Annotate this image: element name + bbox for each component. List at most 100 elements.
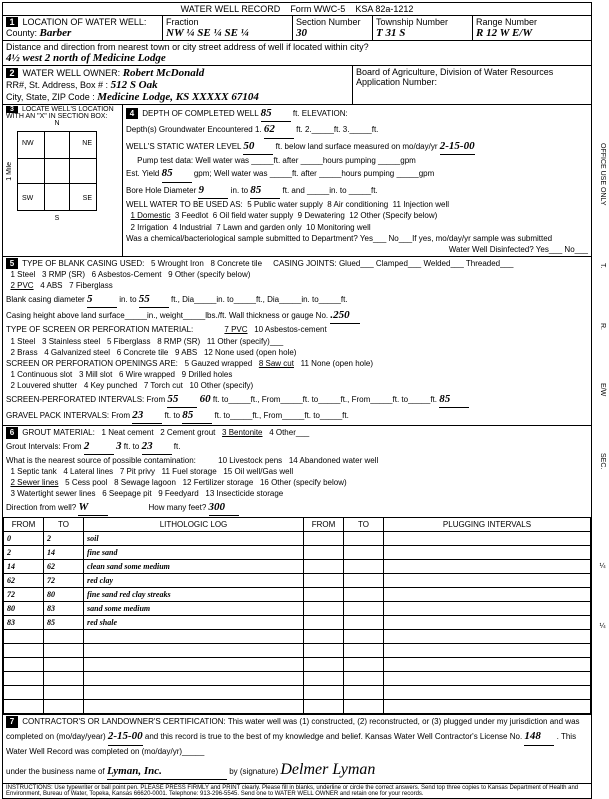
dist-label: Distance and direction from nearest town… [6, 42, 369, 52]
s6: 6 Concrete tile [117, 348, 169, 357]
u5: 5 Public water supply [247, 200, 323, 209]
depth-label: DEPTH OF COMPLETED WELL [142, 109, 258, 118]
table-cell [384, 700, 591, 714]
screen-label: TYPE OF SCREEN OR PERFORATION MATERIAL: [6, 325, 193, 334]
table-cell: fine sand red clay streaks [84, 588, 304, 602]
sec6-label: GROUT MATERIAL: [22, 428, 95, 437]
table-cell [344, 616, 384, 630]
signature: Delmer Lyman [280, 761, 375, 778]
table-cell [304, 686, 344, 700]
addr-label: RR#, St. Address, Box # : [6, 80, 108, 90]
sec7-num: 7 [6, 716, 18, 728]
section-label: Section Number [296, 17, 361, 27]
u6: 6 Oil field water supply [213, 211, 293, 220]
feet-label: How many feet? [149, 503, 207, 512]
range-val: R 12 W E/W [476, 27, 532, 39]
table-cell [44, 700, 84, 714]
gint-label: Grout Intervals: From [6, 442, 82, 451]
table-cell [384, 602, 591, 616]
sec1-row: 1 LOCATION OF WATER WELL: County: Barber… [3, 15, 591, 40]
log-h-from2: FROM [304, 518, 344, 532]
p14: 14 Abandoned water well [289, 456, 378, 465]
u12: 12 Other (Specify below) [349, 211, 437, 220]
table-cell [304, 658, 344, 672]
use-label: WELL WATER TO BE USED AS: [126, 200, 243, 209]
u9: 9 Dewatering [298, 211, 345, 220]
city-label: City, State, ZIP Code : [6, 92, 95, 102]
table-cell [84, 630, 304, 644]
p11: 11 Fuel storage [162, 467, 217, 476]
table-cell [384, 588, 591, 602]
table-cell [384, 560, 591, 574]
p13: 13 Insecticide storage [205, 489, 283, 498]
c2: 2 PVC [10, 281, 33, 290]
table-cell: 80 [4, 602, 44, 616]
table-cell [344, 630, 384, 644]
dir-label: Direction from well? [6, 503, 76, 512]
table-cell: 2 [44, 532, 84, 546]
table-cell [384, 630, 591, 644]
yield-val: 85 [162, 166, 192, 182]
log-header-row: FROM TO LITHOLOGIC LOG FROM TO PLUGGING … [4, 518, 591, 532]
township-label: Township Number [376, 17, 448, 27]
pump-label: Pump test data: Well water was _____ft. … [137, 156, 416, 165]
addr: 512 S Oak [111, 79, 158, 91]
table-cell [44, 672, 84, 686]
p10: 10 Livestock pens [218, 456, 282, 465]
o9: 9 Drilled holes [182, 370, 233, 379]
table-row: 7280fine sand red clay streaks [4, 588, 591, 602]
side-r: R. [599, 323, 606, 330]
table-cell: 62 [44, 560, 84, 574]
table-row [4, 686, 591, 700]
table-row [4, 630, 591, 644]
u7: 7 Lawn and garden only [216, 223, 301, 232]
sec5-label: TYPE OF BLANK CASING USED: [22, 259, 144, 268]
table-cell: 14 [44, 546, 84, 560]
o8: 8 Saw cut [259, 359, 294, 368]
table-cell [304, 546, 344, 560]
table-cell: 85 [44, 616, 84, 630]
table-cell: 14 [4, 560, 44, 574]
county-label: County: [6, 28, 37, 38]
static-val: 50 [243, 139, 273, 155]
table-cell [344, 700, 384, 714]
c7: 7 Fiberglass [69, 281, 113, 290]
table-cell: 80 [44, 588, 84, 602]
table-cell [304, 560, 344, 574]
u1: 1 Domestic [130, 211, 170, 220]
p7: 7 Pit privy [120, 467, 155, 476]
table-cell: red shale [84, 616, 304, 630]
d1: 5 [87, 292, 117, 308]
table-row [4, 672, 591, 686]
g3m: 3 Bentonite [222, 428, 262, 437]
sec7-row: 7 CONTRACTOR'S OR LANDOWNER'S CERTIFICAT… [3, 714, 591, 783]
table-cell [304, 602, 344, 616]
bore1: 9 [198, 183, 228, 199]
p2: 2 Sewer lines [10, 478, 58, 487]
fraction-label: Fraction [166, 17, 199, 27]
bore2: 85 [250, 183, 280, 199]
table-cell [344, 672, 384, 686]
table-cell [344, 560, 384, 574]
table-cell [384, 532, 591, 546]
sw-label: SW [22, 195, 33, 202]
section-val: 30 [296, 27, 307, 39]
c4: 4 ABS [40, 281, 62, 290]
o6: 6 Wire wrapped [119, 370, 175, 379]
dist-val: 4½ west 2 north of Medicine Lodge [6, 52, 166, 64]
disinfect: Water Well Disinfected? Yes___ No___ [449, 244, 588, 255]
table-cell: red clay [84, 574, 304, 588]
table-cell: 83 [4, 616, 44, 630]
g2m: 2 Cement grout [160, 428, 215, 437]
sec5-num: 5 [6, 258, 18, 269]
table-cell [344, 686, 384, 700]
side-sec: SEC. [599, 453, 606, 469]
p6: 6 Seepage pit [102, 489, 151, 498]
gw-label: Depth(s) Groundwater Encountered 1. [126, 125, 262, 134]
table-row: 02soil [4, 532, 591, 546]
table-cell [84, 700, 304, 714]
board: Board of Agriculture, Division of Water … [356, 67, 553, 77]
dir-val: W [78, 500, 108, 516]
c9: 9 Other (specify below) [168, 270, 250, 279]
app-label: Application Number: [356, 77, 437, 87]
